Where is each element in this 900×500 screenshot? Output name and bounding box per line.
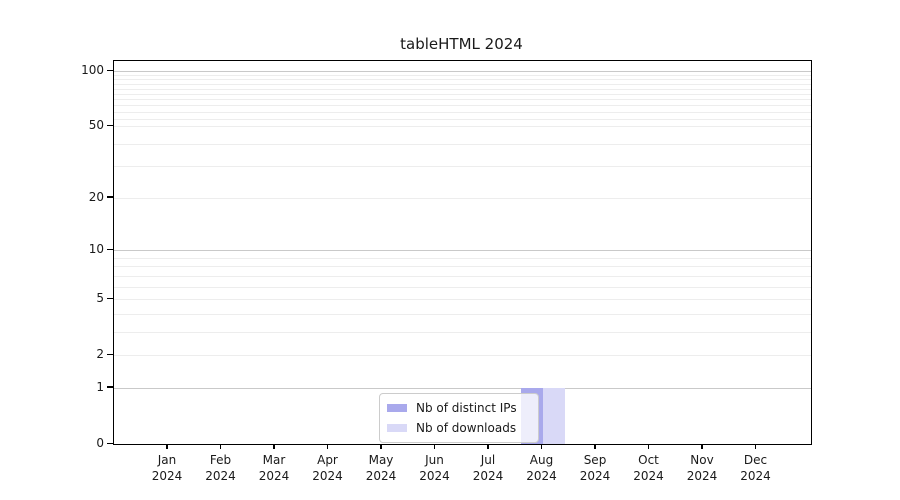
x-tick-label-mar: Mar 2024 [242, 452, 306, 484]
y-tick-label-1: 1 [96, 379, 104, 394]
x-tick-label-sep: Sep 2024 [563, 452, 627, 484]
x-label-month: Feb [209, 453, 232, 467]
x-tick-label-jan: Jan 2024 [135, 452, 199, 484]
y-tick-100 [107, 69, 113, 71]
gridline-65 [114, 105, 811, 107]
y-tick-5 [107, 297, 113, 300]
x-tick-label-dec: Dec 2024 [724, 452, 788, 484]
x-label-year: 2024 [740, 469, 771, 483]
x-tick-label-aug: Aug 2024 [510, 452, 574, 484]
x-label-month: Mar [262, 453, 286, 467]
gridline-70 [114, 99, 811, 101]
y-tick-10 [107, 248, 113, 251]
x-tick-jul [487, 444, 489, 450]
x-label-year: 2024 [151, 469, 183, 483]
x-label-year: 2024 [526, 469, 557, 483]
plot-area: Nb of distinct IPs Nb of downloads [113, 60, 812, 445]
gridline-8 [114, 266, 811, 268]
x-tick-label-jul: Jul 2024 [456, 452, 520, 484]
gridline-90 [114, 79, 811, 81]
x-label-month: May [368, 453, 394, 467]
gridline-80 [114, 88, 811, 90]
x-tick-label-may: May 2024 [349, 452, 413, 484]
x-label-year: 2024 [365, 469, 397, 483]
legend-entry-downloads: Nb of downloads [387, 421, 529, 435]
x-label-year: 2024 [633, 469, 664, 483]
y-tick-1 [107, 386, 113, 388]
gridline-75 [114, 93, 811, 95]
y-tick-label-5: 5 [96, 291, 104, 306]
x-tick-dec [754, 444, 757, 450]
x-label-month: Aug [529, 453, 554, 467]
x-label-year: 2024 [472, 469, 504, 483]
x-tick-label-oct: Oct 2024 [617, 452, 681, 484]
y-tick-label-100: 100 [81, 63, 104, 77]
gridline-4 [114, 313, 811, 315]
gridline-6 [114, 286, 811, 288]
legend-label-distinct-ips: Nb of distinct IPs [416, 401, 517, 415]
x-label-month: Sep [583, 453, 607, 467]
gridline-50 [114, 126, 811, 128]
x-tick-jan [166, 444, 168, 450]
legend-swatch-downloads [387, 424, 407, 432]
x-tick-label-feb: Feb 2024 [189, 452, 253, 484]
x-tick-nov [701, 444, 703, 450]
x-label-month: Apr [317, 453, 338, 467]
y-tick-2 [107, 353, 113, 356]
y-tick-label-2: 2 [96, 347, 104, 362]
x-tick-mar [273, 444, 275, 450]
gridline-85 [114, 83, 811, 85]
gridline-10 [114, 250, 811, 252]
y-tick-label-20: 20 [88, 189, 104, 204]
x-tick-aug [540, 444, 543, 450]
x-label-year: 2024 [419, 469, 450, 483]
x-label-month: Jun [425, 453, 444, 467]
x-label-month: Jul [480, 453, 496, 467]
gridline-55 [114, 118, 811, 120]
bar-aug-2024-series1 [542, 387, 565, 444]
y-tick-0 [107, 442, 113, 444]
x-tick-feb [219, 444, 222, 450]
legend: Nb of distinct IPs Nb of downloads [379, 393, 539, 443]
y-tick-label-0: 0 [96, 436, 104, 450]
x-tick-oct [647, 444, 650, 450]
legend-entry-distinct-ips: Nb of distinct IPs [387, 401, 529, 415]
legend-label-downloads: Nb of downloads [416, 421, 517, 435]
x-label-year: 2024 [579, 469, 611, 483]
x-label-year: 2024 [205, 469, 236, 483]
gridline-9 [114, 257, 811, 259]
x-label-year: 2024 [686, 469, 718, 483]
gridline-40 [114, 143, 811, 145]
gridline-5 [114, 299, 811, 301]
x-tick-jun [433, 444, 436, 450]
chart-title: tableHTML 2024 [400, 35, 523, 53]
x-label-year: 2024 [312, 469, 343, 483]
y-tick-20 [107, 196, 113, 198]
gridline-60 [114, 111, 811, 113]
x-label-month: Dec [743, 453, 768, 467]
x-label-month: Oct [638, 453, 659, 467]
gridline-1 [114, 387, 811, 389]
x-tick-sep [594, 444, 596, 450]
legend-swatch-distinct-ips [387, 404, 407, 412]
x-label-year: 2024 [258, 469, 290, 483]
x-tick-label-jun: Jun 2024 [403, 452, 467, 484]
x-tick-may [380, 444, 382, 450]
y-tick-label-10: 10 [88, 242, 104, 257]
y-tick-50 [107, 124, 113, 127]
gridline-20 [114, 197, 811, 199]
gridline-100 [114, 71, 811, 72]
x-label-month: Nov [690, 453, 714, 467]
gridline-95 [114, 75, 811, 77]
gridline-3 [114, 331, 811, 333]
y-tick-label-50: 50 [88, 118, 104, 133]
x-tick-label-nov: Nov 2024 [670, 452, 734, 484]
x-label-month: Jan [157, 453, 177, 467]
x-tick-label-apr: Apr 2024 [296, 452, 360, 484]
gridline-30 [114, 166, 811, 168]
x-tick-apr [326, 444, 329, 450]
gridline-2 [114, 355, 811, 357]
gridline-7 [114, 275, 811, 277]
